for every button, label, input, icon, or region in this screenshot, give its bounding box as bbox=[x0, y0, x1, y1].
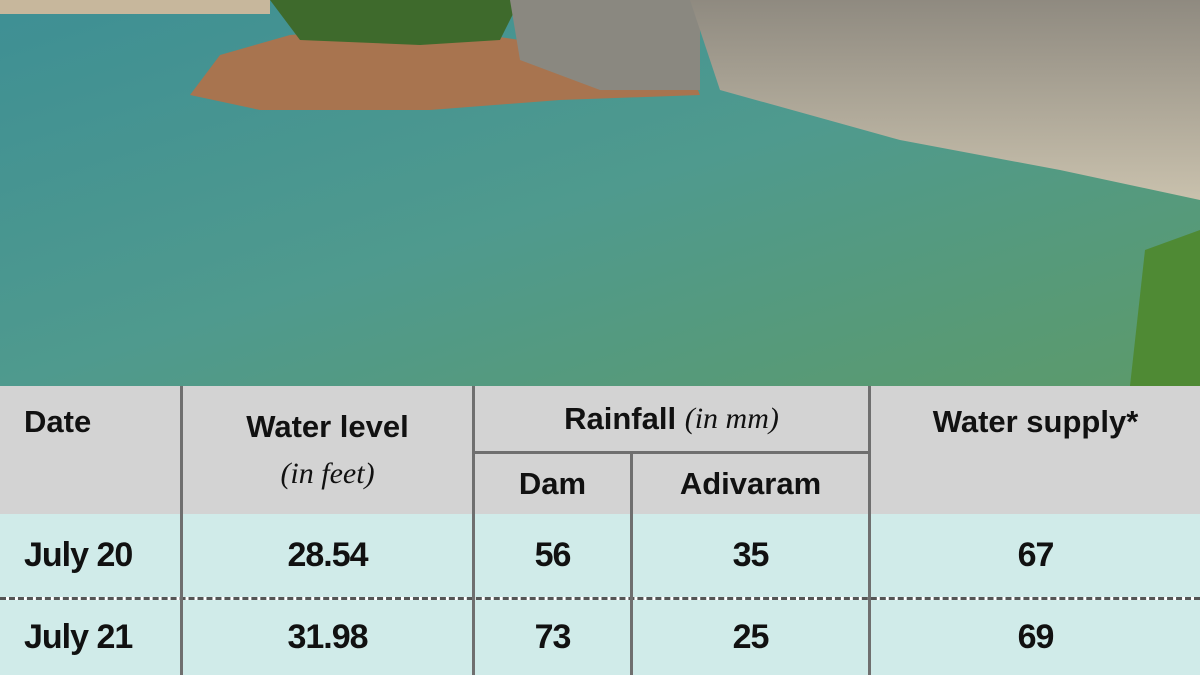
header-adivaram: Adivaram bbox=[633, 454, 868, 514]
header-dam: Dam bbox=[475, 454, 630, 514]
cell-water-supply: 69 bbox=[871, 600, 1200, 675]
divider bbox=[475, 451, 868, 454]
header-rainfall: Rainfall (in mm) bbox=[475, 386, 868, 451]
column-divider bbox=[630, 454, 633, 675]
cell-rainfall-dam: 56 bbox=[475, 514, 630, 597]
cell-water-level: 28.54 bbox=[183, 514, 472, 597]
reservoir-photo bbox=[0, 0, 1200, 386]
row-divider bbox=[0, 597, 1200, 600]
cell-rainfall-adivaram: 25 bbox=[633, 600, 868, 675]
cell-date: July 20 bbox=[0, 514, 180, 597]
cell-rainfall-dam: 73 bbox=[475, 600, 630, 675]
cell-water-supply: 67 bbox=[871, 514, 1200, 597]
header-water-level: Water level (in feet) bbox=[183, 386, 472, 514]
column-divider bbox=[868, 386, 871, 675]
column-divider bbox=[180, 386, 183, 675]
header-text: Rainfall bbox=[564, 400, 677, 436]
header-unit: (in mm) bbox=[684, 401, 779, 435]
header-unit: (in feet) bbox=[280, 457, 375, 490]
header-date: Date bbox=[0, 386, 180, 514]
cell-water-level: 31.98 bbox=[183, 600, 472, 675]
cell-date: July 21 bbox=[0, 600, 180, 675]
header-water-supply: Water supply* bbox=[871, 386, 1200, 514]
header-text: Water level bbox=[246, 409, 409, 444]
cell-rainfall-adivaram: 35 bbox=[633, 514, 868, 597]
column-divider bbox=[472, 386, 475, 675]
